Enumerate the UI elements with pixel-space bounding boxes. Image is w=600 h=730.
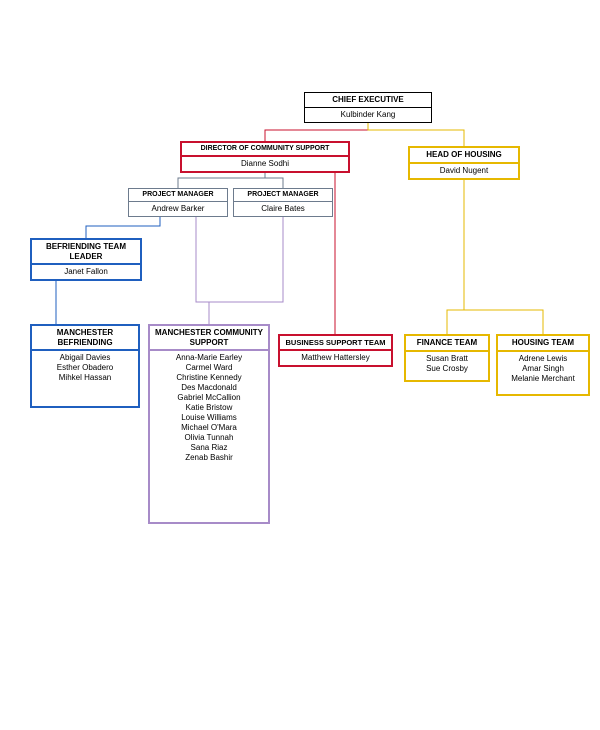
member: Christine Kennedy xyxy=(153,373,265,383)
node-bus_support: BUSINESS SUPPORT TEAM Matthew Hattersley xyxy=(278,334,393,367)
member: Zenab Bashir xyxy=(153,453,265,463)
member: Louise Williams xyxy=(153,413,265,423)
member: Esther Obadero xyxy=(35,363,135,373)
member: Michael O'Mara xyxy=(153,423,265,433)
node-title: PROJECT MANAGER xyxy=(234,189,332,201)
node-title: FINANCE TEAM xyxy=(406,336,488,350)
node-title: HOUSING TEAM xyxy=(498,336,588,350)
member: Matthew Hattersley xyxy=(283,353,388,363)
member: Mihkel Hassan xyxy=(35,373,135,383)
node-manch_comm: MANCHESTER COMMUNITY SUPPORTAnna-Marie E… xyxy=(148,324,270,524)
node-title: CHIEF EXECUTIVE xyxy=(305,93,431,107)
member: Amar Singh xyxy=(501,364,585,374)
node-body: Anna-Marie EarleyCarmel WardChristine Ke… xyxy=(150,351,268,465)
node-title: HEAD OF HOUSING xyxy=(410,148,518,162)
member: Adrene Lewis xyxy=(501,354,585,364)
node-body: Janet Fallon xyxy=(32,265,140,279)
member: Des Macdonald xyxy=(153,383,265,393)
connector xyxy=(196,213,209,324)
member: Sue Crosby xyxy=(409,364,485,374)
member: Katie Bristow xyxy=(153,403,265,413)
node-title: DIRECTOR OF COMMUNITY SUPPORT xyxy=(182,143,348,155)
connector xyxy=(209,213,283,302)
node-head_housing: HEAD OF HOUSING David Nugent xyxy=(408,146,520,180)
node-housing: HOUSING TEAM Adrene LewisAmar SinghMelani… xyxy=(496,334,590,396)
node-body: Susan BrattSue Crosby xyxy=(406,352,488,376)
node-manch_bef: MANCHESTER BEFRIENDINGAbigail DaviesEsth… xyxy=(30,324,140,408)
node-btl: BEFRIENDING TEAM LEADER Janet Fallon xyxy=(30,238,142,281)
node-title: BUSINESS SUPPORT TEAM xyxy=(280,336,391,349)
node-title: BEFRIENDING TEAM LEADER xyxy=(32,240,140,263)
node-body: Andrew Barker xyxy=(129,202,227,216)
node-body: David Nugent xyxy=(410,164,518,178)
node-pm_bates: PROJECT MANAGERClaire Bates xyxy=(233,188,333,217)
member: Gabriel McCallion xyxy=(153,393,265,403)
node-pm_barker: PROJECT MANAGERAndrew Barker xyxy=(128,188,228,217)
node-body: Dianne Sodhi xyxy=(182,157,348,171)
member: Abigail Davies xyxy=(35,353,135,363)
node-title: PROJECT MANAGER xyxy=(129,189,227,201)
connector xyxy=(447,173,464,334)
node-finance: FINANCE TEAM Susan BrattSue Crosby xyxy=(404,334,490,382)
node-dir_comm: DIRECTOR OF COMMUNITY SUPPORT Dianne Sodh… xyxy=(180,141,350,173)
node-body: Abigail DaviesEsther ObaderoMihkel Hassa… xyxy=(32,351,138,385)
member: Sana Riaz xyxy=(153,443,265,453)
member: Olivia Tunnah xyxy=(153,433,265,443)
member: Carmel Ward xyxy=(153,363,265,373)
node-title: MANCHESTER COMMUNITY SUPPORT xyxy=(150,326,268,349)
connector xyxy=(464,310,543,334)
node-chief_exec: CHIEF EXECUTIVEKulbinder Kang xyxy=(304,92,432,123)
member: Susan Bratt xyxy=(409,354,485,364)
node-body: Kulbinder Kang xyxy=(305,108,431,122)
node-body: Claire Bates xyxy=(234,202,332,216)
member: Melanie Merchant xyxy=(501,374,585,384)
node-title: MANCHESTER BEFRIENDING xyxy=(32,326,138,349)
node-body: Adrene LewisAmar SinghMelanie Merchant xyxy=(498,352,588,386)
member: Anna-Marie Earley xyxy=(153,353,265,363)
node-body: Matthew Hattersley xyxy=(280,351,391,365)
